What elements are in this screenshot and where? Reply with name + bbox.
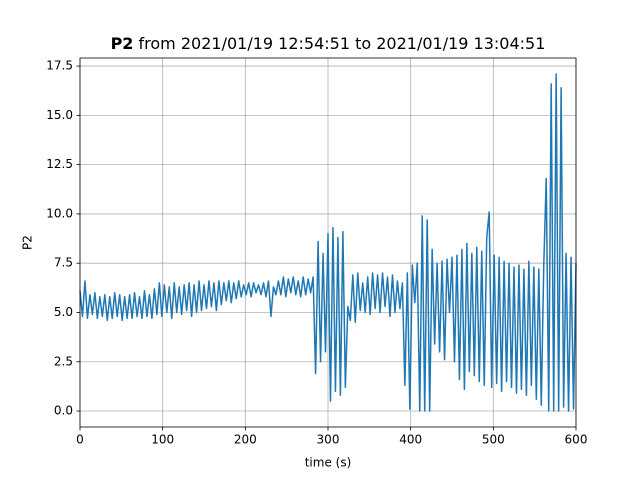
y-axis-label: P2 [21, 235, 35, 250]
y-tick-label: 15.0 [46, 108, 73, 122]
x-tick-label: 500 [482, 433, 505, 447]
x-tick-label: 200 [234, 433, 257, 447]
plot-frame [79, 57, 577, 428]
x-tick-label: 0 [76, 433, 84, 447]
y-tick-label: 5.0 [54, 305, 73, 319]
y-tick-label: 10.0 [46, 206, 73, 220]
title-rest: from 2021/01/19 12:54:51 to 2021/01/19 1… [139, 34, 546, 53]
y-tick-label: 12.5 [46, 157, 73, 171]
y-tick-label: 2.5 [54, 354, 73, 368]
y-tick-label: 17.5 [46, 59, 73, 73]
y-tick-label: 0.0 [54, 404, 73, 418]
x-tick-label: 400 [399, 433, 422, 447]
y-tick-label: 7.5 [54, 256, 73, 270]
x-tick-label: 100 [151, 433, 174, 447]
x-axis-label: time (s) [305, 456, 352, 470]
x-tick-label: 300 [317, 433, 340, 447]
chart-title: P2 from 2021/01/19 12:54:51 to 2021/01/1… [111, 34, 546, 53]
x-tick-label: 600 [565, 433, 588, 447]
data-line [79, 73, 577, 412]
title-bold: P2 [111, 34, 134, 53]
